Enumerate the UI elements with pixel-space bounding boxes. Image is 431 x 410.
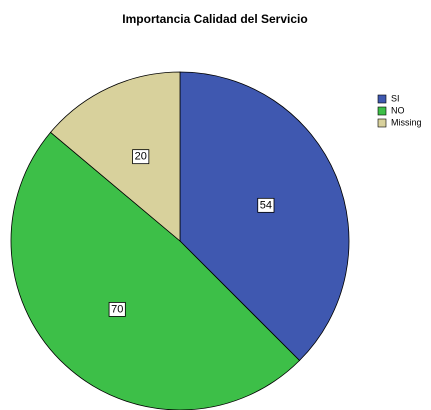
pie-slice (179, 71, 350, 362)
data-label-box (257, 197, 275, 213)
chart-title: Importancia Calidad del Servicio (122, 12, 307, 26)
pie-slice (10, 131, 301, 410)
data-label: 70 (111, 303, 123, 315)
legend-swatch (377, 106, 387, 116)
legend-label: NO (391, 105, 405, 115)
legend-label: SI (391, 93, 400, 103)
data-label: 20 (135, 151, 147, 163)
legend-label: Missing (391, 117, 422, 127)
pie-slice (49, 71, 181, 242)
legend-swatch (377, 94, 387, 104)
data-label: 54 (260, 199, 272, 211)
data-label-box (132, 149, 150, 165)
legend-swatch (377, 118, 387, 128)
data-label-box (108, 302, 126, 317)
